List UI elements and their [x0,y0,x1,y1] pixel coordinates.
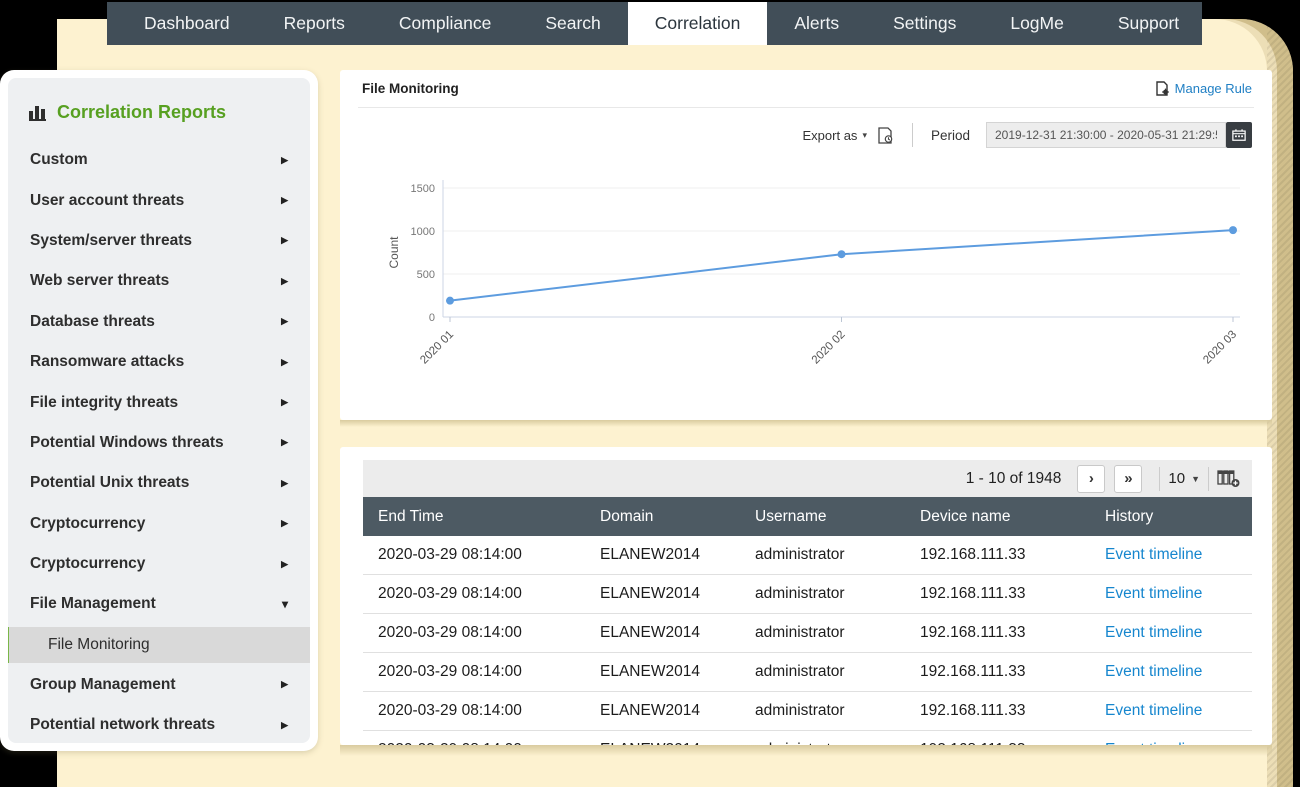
divider [911,123,913,147]
table-row: 2020-03-29 08:14:00 ELANEW2014 administr… [363,653,1252,692]
sidebar-item-custom[interactable]: Custom ▶ [30,151,288,169]
pagination-bar: 1 - 10 of 1948 › » 10 ▼ [363,460,1252,497]
event-timeline-link[interactable]: Event timeline [1105,702,1203,719]
table-row-partial: 2020-03-29 08:14:00 ELANEW2014 administr… [363,731,1252,745]
event-timeline-link[interactable]: Event timeline [1105,546,1203,563]
manage-rule-button[interactable]: Manage Rule [1155,81,1252,96]
sidebar-item-group-management[interactable]: Group Management ▶ [30,675,288,693]
tab-support[interactable]: Support [1117,13,1180,33]
sidebar-item-file-management[interactable]: File Management ▾ [30,595,288,613]
table-row: 2020-03-29 08:14:00 ELANEW2014 administr… [363,614,1252,653]
calendar-icon [1232,129,1246,141]
sidebar-item-system-server-threats[interactable]: System/server threats ▶ [30,231,288,249]
calendar-button[interactable] [1226,122,1252,148]
panel-shadow [340,745,1272,756]
chevron-down-icon: ▾ [281,597,288,612]
period-range-input[interactable] [986,122,1226,148]
chevron-right-icon: ▶ [281,397,288,408]
divider [358,107,1254,108]
chevron-right-icon: ▶ [281,437,288,448]
svg-text:2020 03: 2020 03 [1201,329,1239,367]
next-page-icon: › [1088,470,1094,487]
tab-correlation[interactable]: Correlation [627,2,768,45]
table-row: 2020-03-29 08:14:00 ELANEW2014 administr… [363,536,1252,575]
chevron-right-icon: ▶ [281,518,288,529]
tab-settings[interactable]: Settings [893,13,957,33]
top-navigation: Dashboard Reports Compliance Search Corr… [107,2,1202,45]
sidebar-item-database-threats[interactable]: Database threats ▶ [30,312,288,330]
sidebar-item-cryptocurrency-2[interactable]: Cryptocurrency ▶ [30,555,288,573]
panel-shadow [340,420,1272,427]
column-header-domain[interactable]: Domain [600,507,654,525]
export-as-dropdown[interactable]: Export as ▾ [802,127,867,143]
chevron-right-icon: ▶ [281,719,288,730]
bar-chart-icon [29,106,46,121]
tab-compliance[interactable]: Compliance [398,13,492,33]
sidebar-item-potential-windows-threats[interactable]: Potential Windows threats ▶ [30,433,288,451]
svg-text:1500: 1500 [411,183,435,195]
sidebar-item-cryptocurrency-1[interactable]: Cryptocurrency ▶ [30,514,288,532]
event-timeline-link[interactable]: Event timeline [1105,663,1203,680]
svg-text:1000: 1000 [411,226,435,238]
sidebar-title-label: Correlation Reports [57,101,227,122]
chevron-right-icon: ▶ [281,558,288,569]
sidebar-item-file-monitoring[interactable]: File Monitoring [8,626,310,663]
svg-text:500: 500 [417,269,435,281]
chevron-right-icon: ▶ [281,235,288,246]
column-header-end-time[interactable]: End Time [378,507,444,525]
period-label: Period [930,127,970,143]
page-title: File Monitoring [362,81,459,96]
schedule-export-icon[interactable] [877,126,894,144]
sidebar-item-user-account-threats[interactable]: User account threats ▶ [30,191,288,209]
sidebar-item-web-server-threats[interactable]: Web server threats ▶ [30,272,288,290]
last-page-button[interactable]: » [1114,464,1143,493]
tab-alerts[interactable]: Alerts [794,13,840,33]
svg-text:0: 0 [429,312,435,324]
sidebar: Correlation Reports Custom ▶ User account… [0,70,318,751]
sidebar-item-potential-unix-threats[interactable]: Potential Unix threats ▶ [30,474,288,492]
selected-indicator-bar [8,626,9,663]
report-panel: File Monitoring Manage Rule Export as ▾ … [340,70,1272,420]
svg-text:Count: Count [387,236,401,269]
tab-dashboard[interactable]: Dashboard [144,13,230,33]
table-row: 2020-03-29 08:14:00 ELANEW2014 administr… [363,692,1252,731]
chevron-right-icon: ▶ [281,356,288,367]
results-panel: 1 - 10 of 1948 › » 10 ▼ End Time Domain [340,447,1272,745]
rule-gear-icon [1155,81,1169,96]
tab-search[interactable]: Search [545,13,601,33]
chevron-right-icon: ▶ [281,154,288,165]
chevron-right-icon: ▶ [281,275,288,286]
column-header-device-name[interactable]: Device name [920,507,1011,525]
tab-reports[interactable]: Reports [283,13,345,33]
page-size-dropdown[interactable]: 10 ▼ [1168,470,1200,487]
last-page-icon: » [1124,470,1133,487]
chevron-right-icon: ▶ [281,195,288,206]
caret-down-icon: ▼ [1191,473,1200,484]
chevron-right-icon: ▶ [281,679,288,690]
caret-down-icon: ▾ [862,129,867,140]
chevron-right-icon: ▶ [281,316,288,327]
divider [1208,466,1209,491]
table-header-row: End Time Domain Username Device name His… [363,497,1252,536]
svg-text:2020 01: 2020 01 [418,329,456,367]
column-header-history[interactable]: History [1105,507,1154,525]
tab-logme[interactable]: LogMe [1010,13,1064,33]
sidebar-title: Correlation Reports [8,78,310,140]
column-header-username[interactable]: Username [755,507,827,525]
event-timeline-link[interactable]: Event timeline [1105,741,1252,745]
sidebar-item-potential-network-threats[interactable]: Potential network threats ▶ [30,716,288,734]
event-timeline-link[interactable]: Event timeline [1105,585,1203,602]
divider [1159,466,1161,491]
count-line-chart[interactable]: 0 500 1000 1500 2020 01 2020 02 2020 03 Count [340,170,1272,410]
add-column-icon[interactable] [1217,469,1240,488]
chevron-right-icon: ▶ [281,477,288,488]
next-page-button[interactable]: › [1077,464,1106,493]
pagination-range: 1 - 10 of 1948 [965,469,1062,487]
sidebar-item-ransomware-attacks[interactable]: Ransomware attacks ▶ [30,353,288,371]
table-row: 2020-03-29 08:14:00 ELANEW2014 administr… [363,575,1252,614]
event-timeline-link[interactable]: Event timeline [1105,624,1203,641]
sidebar-item-file-integrity-threats[interactable]: File integrity threats ▶ [30,393,288,411]
svg-text:2020 02: 2020 02 [810,329,848,367]
